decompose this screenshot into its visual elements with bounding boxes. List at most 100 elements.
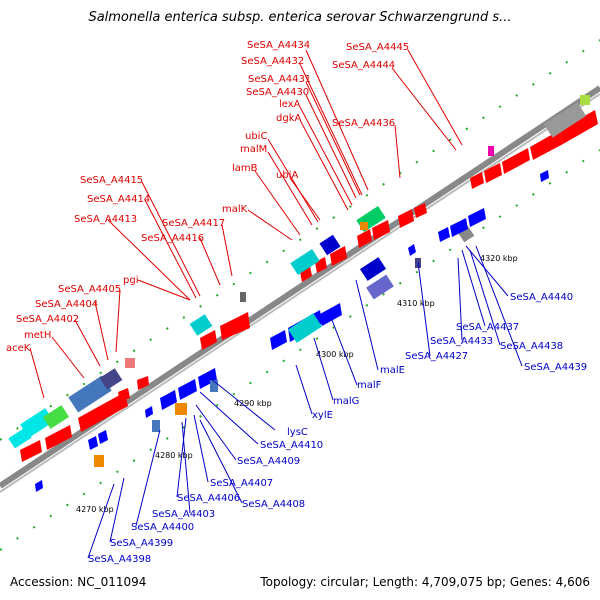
gene-arrow xyxy=(78,392,128,432)
gene-label: SeSA_A4432 xyxy=(241,56,304,67)
gene-label: SeSA_A4400 xyxy=(131,522,194,533)
gene-block xyxy=(488,146,494,156)
gene-label: SeSA_A4398 xyxy=(88,554,151,565)
tick-label: 4300 kbp xyxy=(316,350,354,359)
gene-label: aceK xyxy=(6,343,31,354)
gene-arrow xyxy=(414,203,427,218)
gene-label: ubiA xyxy=(276,170,298,181)
tick-label: 4320 kbp xyxy=(480,254,518,263)
gene-label: SeSA_A4439 xyxy=(524,362,587,373)
gene-label: SeSA_A4410 xyxy=(260,440,323,451)
gene-arrow xyxy=(450,218,468,237)
gene-label: SeSA_A4437 xyxy=(456,322,519,333)
gene-arrow xyxy=(330,246,347,266)
reverse-labels: SeSA_A4440 SeSA_A4437 SeSA_A4433 SeSA_A4… xyxy=(88,292,587,565)
gene-arrow xyxy=(178,379,197,400)
gene-label: SeSA_A4399 xyxy=(110,538,173,549)
gene-label: SeSA_A4404 xyxy=(35,299,98,310)
gene-label: xylE xyxy=(312,410,333,421)
gene-label: malF xyxy=(357,380,382,391)
topology-info-text: Topology: circular; Length: 4,709,075 bp… xyxy=(260,575,590,589)
gene-arrow xyxy=(560,110,598,144)
gene-label: SeSA_A4415 xyxy=(80,175,143,186)
gene-arrow xyxy=(98,430,108,444)
gene-arrow xyxy=(398,209,414,228)
gene-arrow xyxy=(118,388,130,402)
gene-arrow xyxy=(88,436,98,450)
forward-blocks xyxy=(8,95,590,449)
tick-label: 4270 kbp xyxy=(76,505,114,514)
map-title: Salmonella enterica subsp. enterica sero… xyxy=(88,10,512,25)
gene-block xyxy=(360,222,368,230)
gene-label: SeSA_A4440 xyxy=(510,292,573,303)
gene-arrow xyxy=(45,425,72,450)
gene-label: SeSA_A4413 xyxy=(74,214,137,225)
gene-block xyxy=(543,102,587,138)
gene-label: SeSA_A4431 xyxy=(248,74,311,85)
gene-label: malM xyxy=(240,144,267,155)
gene-label: pgi xyxy=(123,275,138,286)
gene-label: SeSA_A4405 xyxy=(58,284,121,295)
gene-block xyxy=(359,257,387,281)
gene-arrow xyxy=(20,440,42,462)
gene-label: SeSA_A4408 xyxy=(242,499,305,510)
gene-arrow xyxy=(200,330,217,350)
gene-block xyxy=(290,249,320,275)
gene-arrow xyxy=(372,220,390,240)
gene-arrow xyxy=(160,390,177,410)
gene-arrow xyxy=(502,148,530,174)
gene-block xyxy=(288,313,322,343)
gene-arrow xyxy=(137,376,149,390)
gene-label: SeSA_A4444 xyxy=(332,60,395,71)
gene-arrow xyxy=(484,163,502,183)
backbone-shadow xyxy=(0,93,600,493)
gene-label: SeSA_A4438 xyxy=(500,341,563,352)
gene-label: SeSA_A4445 xyxy=(346,42,409,53)
gene-block xyxy=(99,368,123,390)
gene-label: SeSA_A4402 xyxy=(16,314,79,325)
gene-arrow xyxy=(145,406,153,418)
accession-text: Accession: NC_011094 xyxy=(10,575,147,589)
gene-label: SeSA_A4427 xyxy=(405,351,468,362)
gene-block xyxy=(189,314,213,336)
gene-arrow xyxy=(530,130,563,160)
gene-block xyxy=(210,380,218,392)
gene-label: SeSA_A4407 xyxy=(210,478,273,489)
inner-dotted-track xyxy=(0,149,600,551)
gene-arrow xyxy=(320,303,342,326)
gene-label: malE xyxy=(380,365,405,376)
gene-label: SeSA_A4436 xyxy=(332,118,395,129)
gene-block xyxy=(175,403,187,415)
reverse-blocks xyxy=(94,257,421,467)
gene-block xyxy=(94,455,104,467)
forward-genes xyxy=(20,110,598,462)
gene-block xyxy=(366,274,394,300)
gene-label: SeSA_A4414 xyxy=(87,194,150,205)
gene-label: SeSA_A4433 xyxy=(430,336,493,347)
tick-label: 4290 kbp xyxy=(234,399,272,408)
gene-block xyxy=(68,375,112,413)
gene-arrow xyxy=(357,229,372,248)
gene-arrow xyxy=(270,330,287,350)
gene-block xyxy=(580,95,590,105)
reverse-leader-lines xyxy=(87,245,523,559)
gene-label: SeSA_A4430 xyxy=(246,87,309,98)
gene-arrow xyxy=(300,266,312,282)
gene-arrow xyxy=(220,312,250,340)
gene-arrow xyxy=(468,208,486,227)
gene-label: ubiC xyxy=(245,131,267,142)
forward-labels: SeSA_A4434 SeSA_A4445 SeSA_A4432 SeSA_A4… xyxy=(6,40,409,354)
forward-leader-lines xyxy=(29,49,463,399)
gene-arrow xyxy=(438,227,450,242)
gene-block xyxy=(240,292,246,302)
gene-label: lamB xyxy=(232,163,258,174)
gene-label: SeSA_A4406 xyxy=(177,493,240,504)
tick-label: 4280 kbp xyxy=(155,451,193,460)
tick-label: 4310 kbp xyxy=(397,299,435,308)
gene-arrow xyxy=(198,368,217,389)
gene-label: dgkA xyxy=(276,113,301,124)
gene-block xyxy=(152,420,160,432)
gene-label: lexA xyxy=(279,99,301,110)
gene-label: metH xyxy=(24,330,51,341)
